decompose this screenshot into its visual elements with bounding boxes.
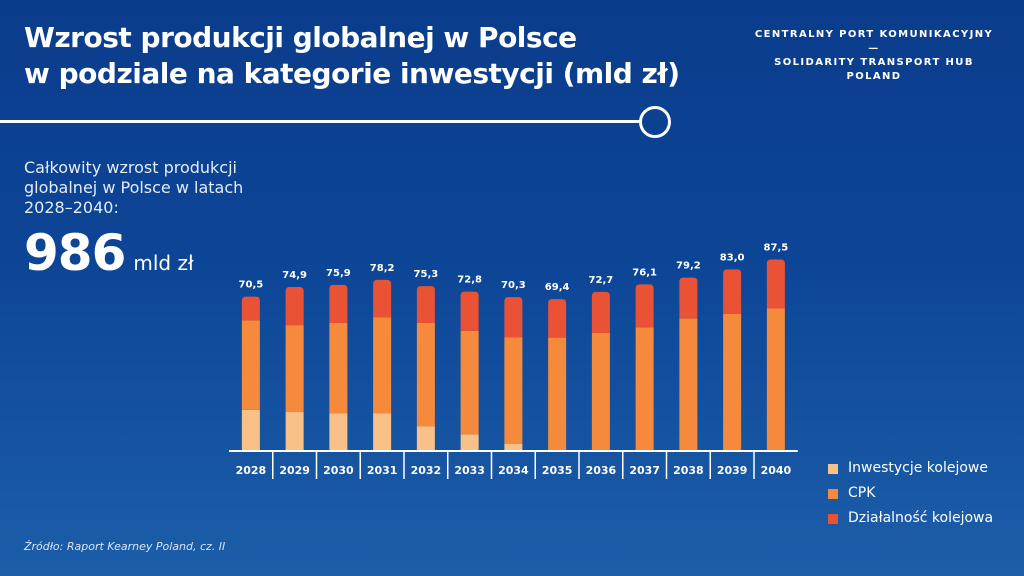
bar-2038-dziaalnosc	[679, 277, 698, 319]
bar-2029-cpk	[285, 325, 304, 413]
bar-2033-inwestycje	[460, 434, 479, 451]
total-label-2035: 69,4	[545, 282, 570, 293]
brand-block: CENTRALNY PORT KOMUNIKACYJNY — SOLIDARIT…	[754, 28, 994, 84]
brand-line-1: CENTRALNY PORT KOMUNIKACYJNY	[754, 29, 994, 40]
bar-2032-inwestycje	[416, 426, 435, 451]
total-label-2029: 74,9	[282, 270, 307, 281]
x-tick-2040: 2040	[761, 464, 792, 477]
legend-item-dzialalnosc: Działalność kolejowa	[828, 506, 993, 531]
x-tick-2033: 2033	[454, 464, 485, 477]
bar-2028-inwestycje	[241, 409, 260, 451]
bar-2031-dziaalnosc	[373, 279, 392, 318]
brand-dash: —	[868, 43, 880, 54]
total-label-2036: 72,7	[589, 275, 614, 286]
bar-2028-dziaalnosc	[241, 296, 260, 321]
bar-2033-cpk	[460, 330, 479, 435]
total-label-2031: 78,2	[370, 263, 395, 274]
total-label-2028: 70,5	[239, 280, 264, 291]
bar-2040-dziaalnosc	[766, 259, 785, 309]
bar-2039-dziaalnosc	[723, 269, 742, 314]
x-tick-2038: 2038	[673, 464, 704, 477]
summary-value: 986 mld zł	[24, 224, 194, 282]
bar-2030-cpk	[329, 322, 348, 414]
bar-2038-cpk	[679, 318, 698, 451]
bar-2032-cpk	[416, 322, 435, 427]
bar-2035-cpk	[548, 337, 567, 451]
summary-label: Całkowity wzrost produkcji globalnej w P…	[24, 158, 244, 217]
total-label-2040: 87,5	[764, 242, 789, 253]
brand-line-2: SOLIDARITY TRANSPORT HUB	[774, 57, 974, 68]
total-label-2034: 70,3	[501, 280, 526, 291]
total-label-2037: 76,1	[632, 267, 657, 278]
x-tick-2028: 2028	[236, 464, 267, 477]
legend-swatch-inwestycje	[828, 463, 838, 474]
total-label-2030: 75,9	[326, 268, 351, 279]
legend-item-cpk: CPK	[828, 481, 993, 506]
legend-label-cpk: CPK	[848, 485, 876, 501]
bar-2037-dziaalnosc	[635, 284, 654, 328]
brand-line-3: POLAND	[846, 71, 902, 82]
bar-2034-cpk	[504, 337, 523, 444]
x-tick-2039: 2039	[717, 464, 748, 477]
x-tick-2034: 2034	[498, 464, 529, 477]
bar-2030-inwestycje	[329, 413, 348, 451]
bar-2029-dziaalnosc	[285, 287, 304, 326]
bar-2037-cpk	[635, 327, 654, 451]
bar-2029-inwestycje	[285, 412, 304, 451]
title-line-2: w podziale na kategorie inwestycji (mld …	[24, 57, 680, 90]
summary-unit: mld zł	[133, 251, 194, 275]
x-tick-2031: 2031	[367, 464, 398, 477]
x-tick-2030: 2030	[323, 464, 354, 477]
bar-2032-dziaalnosc	[416, 286, 435, 323]
rule-circle-icon	[639, 106, 671, 138]
bar-2036-dziaalnosc	[591, 291, 610, 334]
legend: Inwestycje kolejowe CPK Działalność kole…	[828, 456, 993, 531]
total-label-2032: 75,3	[414, 269, 439, 280]
x-tick-2036: 2036	[586, 464, 617, 477]
bar-2034-inwestycje	[504, 443, 523, 451]
total-label-2039: 83,0	[720, 252, 745, 263]
summary-number: 986	[24, 224, 126, 282]
x-tick-2032: 2032	[411, 464, 442, 477]
header-rule	[0, 120, 640, 123]
bar-2035-dziaalnosc	[548, 299, 567, 338]
legend-label-inwestycje: Inwestycje kolejowe	[848, 460, 988, 476]
bar-2030-dziaalnosc	[329, 284, 348, 323]
x-tick-2029: 2029	[279, 464, 310, 477]
bar-2031-inwestycje	[373, 413, 392, 451]
x-tick-2037: 2037	[629, 464, 660, 477]
bar-2028-cpk	[241, 320, 260, 410]
legend-swatch-cpk	[828, 488, 838, 499]
bar-2034-dziaalnosc	[504, 297, 523, 338]
chart-title: Wzrost produkcji globalnej w Polsce w po…	[24, 20, 680, 92]
source-note: Źródło: Raport Kearney Poland, cz. II	[24, 540, 226, 553]
total-label-2038: 79,2	[676, 261, 701, 272]
legend-swatch-dzialalnosc	[828, 513, 838, 524]
title-line-1: Wzrost produkcji globalnej w Polsce	[24, 21, 577, 54]
total-label-2033: 72,8	[457, 275, 482, 286]
bar-2040-cpk	[766, 308, 785, 451]
bar-2036-cpk	[591, 333, 610, 451]
bar-2031-cpk	[373, 317, 392, 414]
x-tick-2035: 2035	[542, 464, 573, 477]
bar-2039-cpk	[723, 313, 742, 451]
bar-2033-dziaalnosc	[460, 291, 479, 331]
legend-item-inwestycje: Inwestycje kolejowe	[828, 456, 993, 481]
legend-label-dzialalnosc: Działalność kolejowa	[848, 510, 994, 526]
